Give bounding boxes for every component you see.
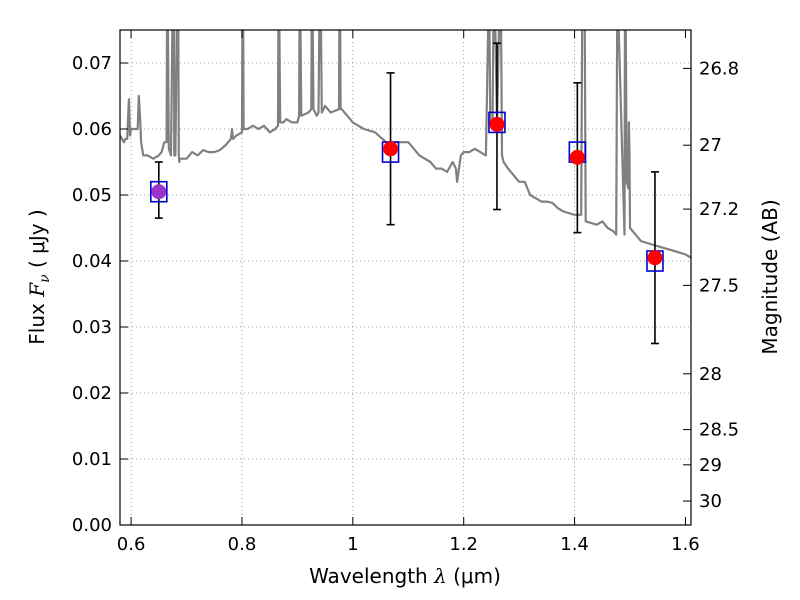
x-tick-label: 1.2 bbox=[449, 534, 478, 555]
plot-frame bbox=[119, 29, 692, 526]
magnitude-tick-label: 30 bbox=[699, 491, 722, 512]
magnitude-axis-label: Magnitude (AB) bbox=[758, 199, 782, 354]
x-tick-label: 1.6 bbox=[671, 534, 700, 555]
y-tick-label: 0.03 bbox=[72, 317, 112, 338]
x-tick-label: 1 bbox=[347, 534, 358, 555]
y-tick-label: 0.04 bbox=[72, 251, 112, 272]
grid bbox=[120, 30, 691, 525]
x-tick-label: 0.8 bbox=[228, 534, 257, 555]
magnitude-tick-label: 29 bbox=[699, 455, 722, 476]
magnitude-axis-ticks: 26.8 27 27.2 27.5 28 28.5 29 30 bbox=[683, 58, 739, 512]
magnitude-tick-label: 26.8 bbox=[699, 58, 739, 79]
photometry-point bbox=[151, 184, 167, 200]
photometry-point bbox=[569, 149, 585, 165]
magnitude-tick-label: 27 bbox=[699, 135, 722, 156]
y-tick-label: 0.05 bbox=[72, 185, 112, 206]
magnitude-tick-label: 28.5 bbox=[699, 420, 739, 441]
observed-photometry-points bbox=[151, 116, 663, 266]
model-spectrum bbox=[120, 30, 691, 259]
y-axis-ticks: 0.00 0.01 0.02 0.03 0.04 0.05 0.06 0.07 bbox=[72, 53, 128, 536]
magnitude-tick-label: 28 bbox=[699, 364, 722, 385]
y-tick-label: 0.00 bbox=[72, 515, 112, 536]
x-tick-label: 1.4 bbox=[560, 534, 589, 555]
photometry-point bbox=[383, 141, 399, 157]
magnitude-tick-label: 27.2 bbox=[699, 199, 739, 220]
model-box bbox=[150, 180, 168, 203]
y-tick-label: 0.06 bbox=[72, 119, 112, 140]
spectrum-line bbox=[120, 30, 691, 259]
x-axis-label: Wavelength λ (μm) bbox=[309, 564, 501, 588]
model-box bbox=[488, 111, 506, 134]
y-tick-label: 0.01 bbox=[72, 449, 112, 470]
y-tick-label: 0.02 bbox=[72, 383, 112, 404]
photometry-point bbox=[647, 250, 663, 266]
photometry-point bbox=[489, 116, 505, 132]
x-axis-ticks: 0.6 0.8 1 1.2 1.4 1.6 bbox=[117, 30, 700, 555]
x-tick-label: 0.6 bbox=[117, 534, 146, 555]
y-tick-label: 0.07 bbox=[72, 53, 112, 74]
magnitude-tick-label: 27.5 bbox=[699, 275, 739, 296]
y-axis-label: Flux Fν ( μJy ) bbox=[25, 209, 53, 344]
